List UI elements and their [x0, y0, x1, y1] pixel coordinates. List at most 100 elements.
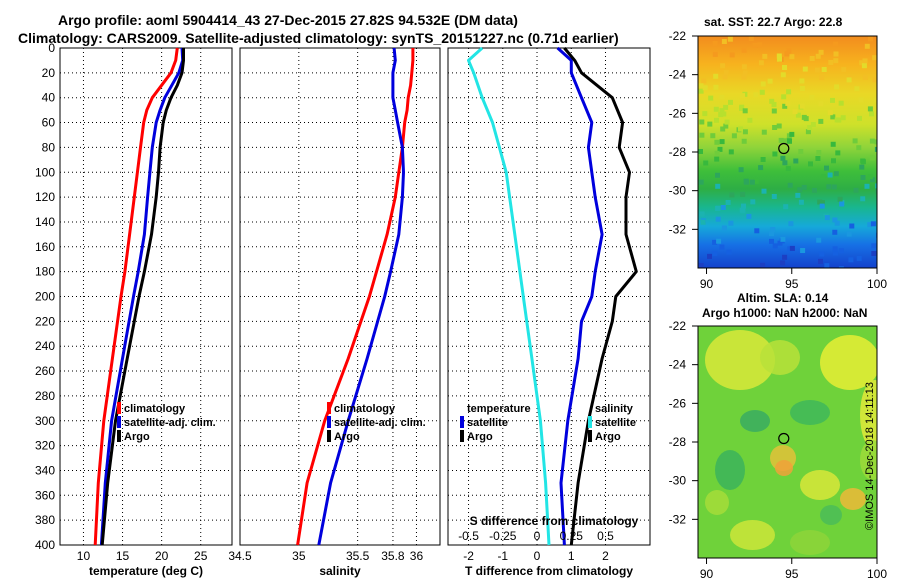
- x-tick-label: 35.8: [381, 549, 405, 563]
- lat-tick-label: -22: [669, 29, 687, 43]
- sst-pixel: [762, 53, 768, 59]
- sst-pixel: [708, 95, 714, 101]
- sst-pixel: [830, 97, 835, 103]
- legend-swatch: [117, 402, 121, 414]
- sst-pixel: [819, 203, 825, 209]
- x-axis-label: temperature (deg C): [89, 564, 203, 578]
- sst-pixel: [834, 220, 840, 226]
- lat-tick-label: -26: [669, 396, 687, 410]
- sst-pixel: [854, 86, 860, 92]
- sst-pixel: [864, 183, 870, 189]
- sst-pixel: [700, 219, 706, 225]
- sst-pixel: [723, 104, 729, 110]
- sst-pixel: [840, 115, 846, 121]
- y-tick-label: 80: [42, 140, 56, 154]
- sst-pixel: [860, 175, 866, 180]
- sst-pixel: [859, 60, 865, 66]
- sst-pixel: [828, 60, 834, 65]
- sst-pixel: [718, 112, 724, 118]
- sla-blob: [840, 488, 866, 510]
- legend-swatch: [588, 416, 592, 428]
- sst-pixel: [837, 196, 843, 202]
- sst-pixel: [742, 129, 748, 135]
- sst-pixel: [789, 54, 795, 60]
- sst-pixel: [747, 117, 753, 123]
- sst-pixel: [778, 137, 784, 143]
- sst-pixel: [785, 166, 791, 172]
- sst-pixel: [809, 95, 815, 100]
- sst-pixel: [719, 244, 725, 250]
- sst-pixel: [698, 83, 704, 89]
- x-axis-label: T difference from climatology: [465, 564, 633, 578]
- x-tick-label-s: -0.25: [489, 529, 517, 543]
- sst-pixel: [738, 126, 743, 132]
- sla-map-title: Altim. SLA: 0.14: [737, 291, 829, 305]
- argo-position-marker: [778, 142, 790, 155]
- sla-map-field: [698, 326, 877, 558]
- sst-pixel: [777, 240, 783, 246]
- sst-pixel: [810, 122, 816, 127]
- sst-pixel: [867, 222, 873, 228]
- y-tick-label: 260: [35, 364, 55, 378]
- lat-tick-label: -22: [669, 319, 687, 333]
- sst-pixel: [787, 246, 793, 252]
- sst-pixel: [799, 86, 805, 91]
- sst-pixel: [801, 184, 807, 190]
- sst-pixel: [833, 41, 839, 47]
- series-argo: [100, 48, 185, 546]
- sst-pixel: [749, 179, 755, 185]
- sst-pixel: [869, 155, 875, 161]
- x-tick-label: 20: [155, 549, 169, 563]
- sst-pixel: [746, 213, 752, 219]
- sst-pixel: [772, 151, 778, 157]
- lon-tick-label: 95: [785, 277, 799, 291]
- lon-tick-label: 100: [867, 277, 887, 291]
- sst-pixel: [784, 51, 790, 57]
- legend-salinity: climatology satellite-adj. clim. Argo: [327, 402, 426, 443]
- title-line-1: Argo profile: aoml 5904414_43 27-Dec-201…: [58, 12, 518, 28]
- x-tick-label: 36: [410, 549, 424, 563]
- sst-pixel: [740, 191, 746, 197]
- sst-pixel: [724, 119, 730, 125]
- sst-pixel: [742, 70, 748, 76]
- sst-pixel: [835, 150, 841, 156]
- sst-pixel: [698, 263, 704, 268]
- sst-pixel: [792, 109, 798, 115]
- y-tick-label: 280: [35, 389, 55, 403]
- sst-pixel: [769, 98, 775, 104]
- sla-blob: [820, 505, 842, 525]
- sst-pixel: [789, 131, 795, 137]
- sst-pixel: [769, 238, 774, 244]
- sst-pixel: [860, 196, 866, 202]
- sst-pixel: [782, 254, 788, 260]
- sst-pixel: [760, 262, 766, 268]
- x-tick-label-s: 0.25: [560, 529, 584, 543]
- sst-pixel: [750, 199, 756, 205]
- sst-pixel: [771, 102, 777, 107]
- sst-pixel: [738, 167, 744, 173]
- sst-pixel: [719, 108, 725, 114]
- sst-pixel: [862, 58, 868, 64]
- title-line-2: Climatology: CARS2009. Satellite-adjuste…: [18, 30, 619, 46]
- sst-pixel: [723, 70, 729, 76]
- x-tick-label: 34.5: [228, 549, 252, 563]
- sst-pixel: [715, 216, 721, 222]
- sst-pixel: [742, 108, 748, 114]
- sst-pixel: [786, 48, 792, 54]
- sst-pixel: [713, 73, 719, 79]
- sst-pixel: [821, 67, 827, 72]
- legend-s-diff: salinity satellite Argo: [588, 403, 636, 443]
- sst-pixel: [780, 72, 786, 78]
- x-tick-label-s: 0.5: [597, 529, 614, 543]
- sst-pixel: [858, 97, 864, 103]
- sst-pixel: [743, 179, 749, 185]
- lat-tick-label: -24: [669, 68, 687, 82]
- sst-pixel: [875, 188, 877, 194]
- y-tick-label: 360: [35, 488, 55, 502]
- sst-pixel: [720, 126, 726, 132]
- argo-position-marker: [778, 432, 790, 445]
- legend-label: satellite-adj. clim.: [124, 417, 216, 429]
- sst-pixel: [714, 156, 720, 162]
- sst-pixel: [777, 56, 782, 62]
